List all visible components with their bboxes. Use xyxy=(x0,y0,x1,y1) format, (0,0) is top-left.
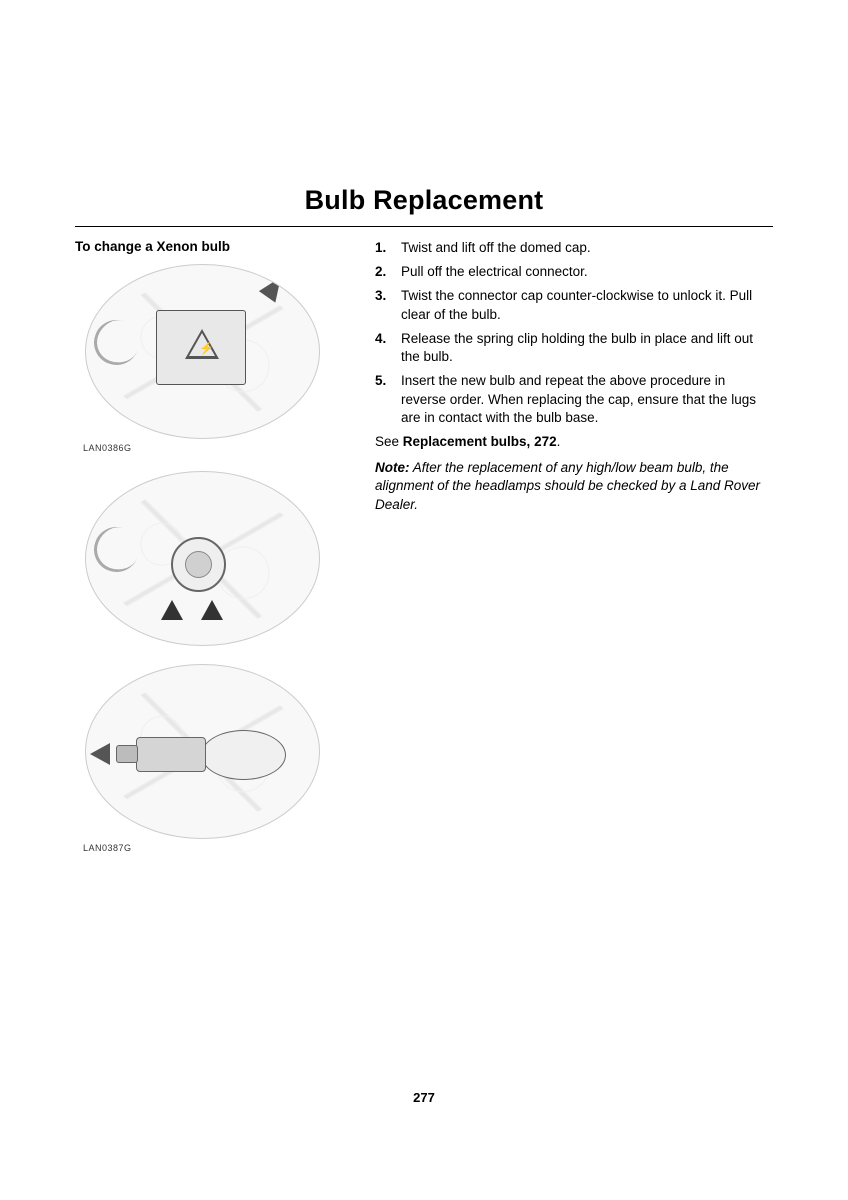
connector-center-icon xyxy=(185,551,212,578)
figure-3-illustration xyxy=(85,664,320,839)
note-label: Note: xyxy=(375,460,410,475)
see-reference: See Replacement bulbs, 272. xyxy=(375,433,773,451)
left-column: To change a Xenon bulb ⚡ LAN0386G xyxy=(75,239,345,871)
figure-3-caption: LAN0387G xyxy=(83,843,345,853)
step-5: Insert the new bulb and repeat the above… xyxy=(375,372,773,427)
release-arrow-left-icon xyxy=(161,600,183,620)
figure-1-caption: LAN0386G xyxy=(83,443,345,453)
connector-hub-icon xyxy=(171,537,226,592)
lightning-bolt-icon: ⚡ xyxy=(199,341,214,355)
document-page: Bulb Replacement To change a Xenon bulb … xyxy=(0,0,848,871)
page-title: Bulb Replacement xyxy=(75,185,773,227)
figure-2-illustration xyxy=(85,471,320,646)
step-1: Twist and lift off the domed cap. xyxy=(375,239,773,257)
step-3: Twist the connector cap counter-clockwis… xyxy=(375,287,773,323)
figure-3: LAN0387G xyxy=(75,664,345,853)
note-paragraph: Note: After the replacement of any high/… xyxy=(375,459,773,514)
step-2: Pull off the electrical connector. xyxy=(375,263,773,281)
step-4: Release the spring clip holding the bulb… xyxy=(375,330,773,366)
see-link-text: Replacement bulbs, 272 xyxy=(403,434,557,449)
section-subheading: To change a Xenon bulb xyxy=(75,239,345,254)
instruction-steps: Twist and lift off the domed cap. Pull o… xyxy=(375,239,773,427)
page-number: 277 xyxy=(0,1090,848,1105)
release-arrow-right-icon xyxy=(201,600,223,620)
right-column: Twist and lift off the domed cap. Pull o… xyxy=(375,239,773,871)
see-suffix: . xyxy=(557,434,561,449)
figure-1: ⚡ LAN0386G xyxy=(75,264,345,453)
warning-cap-icon: ⚡ xyxy=(156,310,246,385)
figure-1-illustration: ⚡ xyxy=(85,264,320,439)
figure-2 xyxy=(75,471,345,646)
note-text: After the replacement of any high/low be… xyxy=(375,460,760,511)
bulb-tip-icon xyxy=(116,745,138,763)
see-prefix: See xyxy=(375,434,403,449)
bulb-barrel-icon xyxy=(201,730,286,780)
pull-left-arrow-icon xyxy=(90,743,110,765)
two-column-layout: To change a Xenon bulb ⚡ LAN0386G xyxy=(75,239,773,871)
bulb-socket-icon xyxy=(136,737,206,772)
